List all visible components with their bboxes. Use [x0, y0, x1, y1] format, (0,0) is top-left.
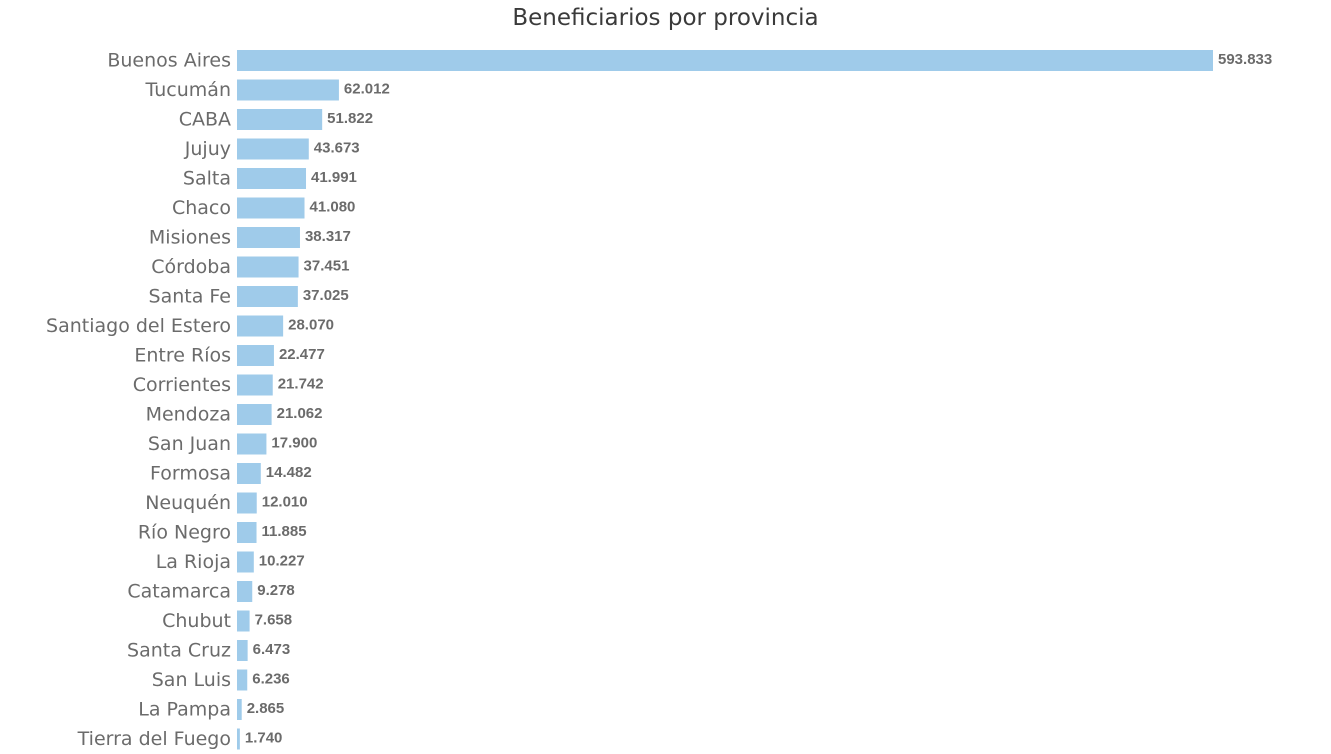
bar — [237, 551, 254, 573]
value-label: 62.012 — [344, 81, 390, 98]
chart-title: Beneficiarios por provincia — [512, 5, 819, 31]
bar — [237, 669, 248, 691]
bar — [237, 640, 248, 661]
value-label: 37.451 — [304, 258, 350, 275]
value-label: 1.740 — [245, 730, 283, 747]
bar — [237, 610, 250, 632]
value-label: 28.070 — [288, 317, 334, 334]
category-label: Buenos Aires — [107, 50, 231, 72]
value-label: 14.482 — [266, 464, 312, 481]
category-label: San Juan — [148, 433, 231, 455]
category-label: Mendoza — [146, 404, 231, 426]
value-label: 21.062 — [277, 405, 323, 422]
value-label: 9.278 — [257, 582, 295, 599]
category-label: La Rioja — [156, 551, 231, 573]
value-label: 22.477 — [279, 346, 325, 363]
value-label: 6.236 — [252, 671, 290, 688]
value-label: 51.822 — [327, 110, 373, 127]
value-label: 17.900 — [271, 435, 317, 452]
value-label: 38.317 — [305, 228, 351, 245]
category-label: Córdoba — [151, 256, 231, 278]
bar — [237, 522, 257, 543]
bar — [237, 581, 253, 602]
bar — [237, 699, 242, 720]
category-label: Santiago del Estero — [46, 315, 231, 337]
category-label: Chubut — [162, 610, 231, 632]
value-label: 7.658 — [255, 612, 293, 629]
value-label: 41.991 — [311, 169, 357, 186]
category-label: La Pampa — [138, 699, 231, 721]
value-label: 41.080 — [310, 199, 356, 216]
value-label: 12.010 — [262, 494, 308, 511]
category-label: Entre Ríos — [134, 345, 231, 367]
category-label: Misiones — [149, 227, 231, 249]
bar — [237, 374, 273, 396]
bar — [237, 315, 284, 337]
category-label: Formosa — [150, 463, 231, 485]
bar — [237, 256, 299, 278]
bar — [237, 286, 298, 307]
bar — [237, 345, 274, 366]
bar — [237, 168, 307, 189]
bar — [237, 404, 272, 425]
value-label: 10.227 — [259, 553, 305, 570]
bar — [237, 50, 1213, 71]
category-label: Catamarca — [127, 581, 231, 603]
category-label: Santa Fe — [149, 286, 231, 308]
category-label: San Luis — [152, 669, 231, 691]
bar — [237, 79, 339, 101]
value-label: 43.673 — [314, 140, 360, 157]
bar — [237, 138, 309, 160]
bar — [237, 463, 261, 484]
bar — [237, 109, 323, 130]
category-label: Tierra del Fuego — [77, 728, 231, 750]
category-label: CABA — [179, 109, 231, 131]
bar — [237, 197, 305, 219]
category-label: Chaco — [172, 197, 231, 219]
value-label: 11.885 — [262, 523, 307, 540]
value-label: 2.865 — [247, 700, 285, 717]
value-label: 21.742 — [278, 376, 324, 393]
category-label: Santa Cruz — [127, 640, 231, 662]
category-label: Tucumán — [145, 79, 231, 101]
category-label: Jujuy — [184, 138, 231, 160]
value-label: 593.833 — [1218, 51, 1272, 68]
category-label: Río Negro — [138, 522, 231, 544]
bar — [237, 492, 257, 514]
category-label: Neuquén — [145, 492, 231, 514]
value-label: 37.025 — [303, 287, 349, 304]
bar — [237, 728, 240, 750]
bar — [237, 227, 300, 248]
category-label: Salta — [183, 168, 231, 190]
value-label: 6.473 — [253, 641, 291, 658]
category-label: Corrientes — [133, 374, 231, 396]
bar — [237, 433, 267, 455]
